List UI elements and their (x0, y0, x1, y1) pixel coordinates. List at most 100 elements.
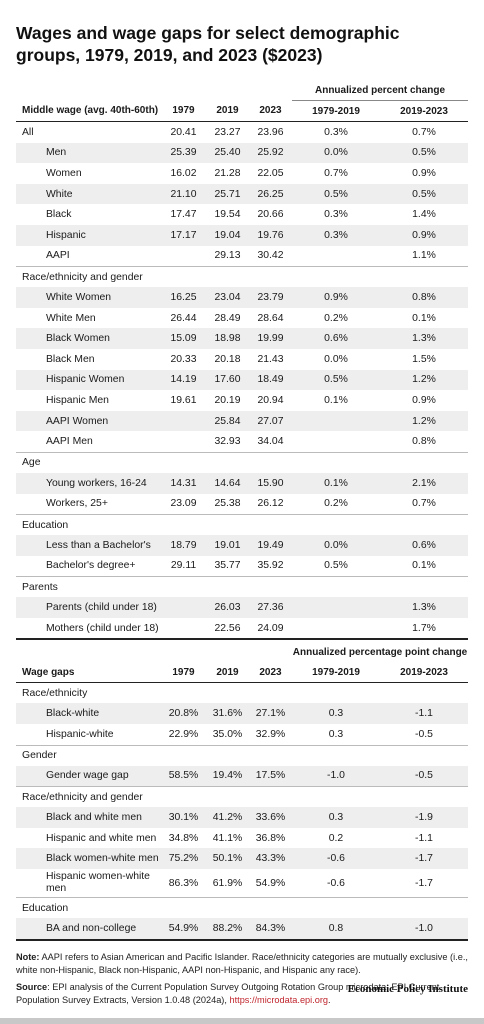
row-value: 88.2% (206, 918, 249, 941)
row-value: 23.27 (214, 126, 241, 138)
row-value (292, 410, 380, 432)
table-row: Workers, 25+ 23.09 25.38 26.12 0.2% 0.7% (16, 494, 468, 515)
row-value: 0.1% (292, 472, 380, 494)
group-header-spacer (16, 80, 161, 101)
row-value: 0.0% (292, 142, 380, 164)
row-label: Hispanic Men (46, 394, 109, 406)
row-value: 23.79 (249, 287, 292, 308)
column-header: Middle wage (avg. 40th-60th) (16, 100, 161, 122)
group-header-row: Annualized percent change (16, 80, 468, 101)
row-label: Hispanic and white men (46, 832, 157, 844)
table-row: Black Women 15.09 18.98 19.99 0.6% 1.3% (16, 328, 468, 349)
row-value: 20.8% (161, 703, 206, 725)
section-header: Race/ethnicity and gender (16, 266, 468, 288)
row-value: 35.77 (214, 560, 241, 572)
row-value: -0.6 (292, 848, 380, 870)
row-value: 0.9% (412, 167, 436, 179)
row-value: 21.28 (214, 167, 241, 179)
row-value: 0.8% (380, 287, 468, 308)
row-value: -0.6 (327, 877, 345, 889)
row-value (161, 431, 206, 452)
group-header-spacer (16, 639, 161, 662)
row-value: 0.1% (324, 394, 348, 406)
row-label: BA and non-college (16, 918, 161, 941)
table-row: Black women-white men 75.2% 50.1% 43.3% -0.6… (16, 848, 468, 870)
row-value: 0.5% (380, 183, 468, 205)
column-header: 2019 (206, 100, 249, 122)
group-header-spacer (161, 80, 292, 101)
row-value: 28.49 (214, 312, 241, 324)
table-row: AAPI Men 32.93 34.04 0.8% (16, 431, 468, 452)
column-header: 2019-2023 (380, 100, 468, 122)
column-header: 2023 (249, 100, 292, 122)
section-header-row: Gender (16, 744, 468, 766)
row-value: 41.2% (206, 807, 249, 828)
row-label: White Women (16, 287, 161, 308)
table-row: Hispanic Women 14.19 17.60 18.49 0.5% 1.2% (16, 369, 468, 391)
row-value: 54.9% (161, 918, 206, 941)
column-header-row: Middle wage (avg. 40th-60th) 1979 2019 2023… (16, 100, 468, 122)
row-value: 23.96 (257, 126, 284, 138)
source-link[interactable]: https://microdata.epi.org (229, 994, 329, 1005)
row-value: 0.7% (324, 167, 348, 179)
row-value: 17.17 (161, 224, 206, 246)
row-value: -1.7 (415, 877, 433, 889)
row-value: 0.3% (292, 224, 380, 246)
row-value: 0.9% (380, 224, 468, 246)
table-row: Bachelor's degree+ 29.11 35.77 35.92 0.5% 0.1… (16, 556, 468, 577)
row-value: 20.41 (170, 126, 197, 138)
table-row: Men 25.39 25.40 25.92 0.0% 0.5% (16, 142, 468, 164)
note: Note: AAPI refers to Asian American and … (16, 951, 468, 977)
table-row: AAPI Women 25.84 27.07 1.2% (16, 410, 468, 432)
row-value: 25.71 (206, 183, 249, 205)
row-value: 24.09 (249, 617, 292, 641)
row-value: 17.60 (206, 369, 249, 391)
row-value: -1.9 (380, 807, 468, 828)
table-row: Women 16.02 21.28 22.05 0.7% 0.9% (16, 163, 468, 184)
row-label: Black and white men (16, 807, 161, 828)
row-label: Hispanic-white (46, 728, 114, 740)
row-value: 25.84 (206, 410, 249, 432)
table-row: Hispanic Men 19.61 20.19 20.94 0.1% 0.9% (16, 390, 468, 411)
row-value: 1.1% (412, 250, 436, 262)
row-value: 22.56 (206, 617, 249, 641)
section-header: Race/ethnicity (22, 687, 88, 699)
section-header-row: Parents (16, 576, 468, 598)
column-header: 1979-2019 (292, 662, 380, 684)
row-value: 36.8% (255, 832, 286, 844)
row-value: 29.11 (170, 560, 197, 572)
table-row: Black 17.47 19.54 20.66 0.3% 1.4% (16, 204, 468, 225)
row-value: 1.7% (380, 617, 468, 641)
table-row: Hispanic women-white men 86.3% 61.9% 54.9% -… (16, 869, 468, 898)
row-value: 25.39 (161, 142, 206, 164)
row-value: 29.13 (214, 250, 241, 262)
row-value: 22.05 (257, 167, 284, 179)
page-title: Wages and wage gaps for select demograph… (16, 23, 400, 65)
row-value: 0.7% (412, 126, 436, 138)
table-row: Hispanic 17.17 19.04 19.76 0.3% 0.9% (16, 224, 468, 246)
row-value: 0.3% (324, 126, 348, 138)
row-value: 19.76 (249, 224, 292, 246)
row-value: 43.3% (249, 848, 292, 870)
table-row: AAPI 29.13 30.42 1.1% (16, 246, 468, 267)
row-label: Black Men (46, 353, 95, 365)
row-label: Hispanic women-white men (46, 871, 150, 895)
row-label: Men (16, 142, 161, 164)
table-row: Parents (child under 18) 26.03 27.36 1.3% (16, 597, 468, 618)
row-value: 0.2% (324, 498, 348, 510)
row-value: 0.3 (292, 703, 380, 725)
row-value: 14.19 (161, 369, 206, 391)
row-label: Gender wage gap (16, 765, 161, 787)
row-label: Less than a Bachelor's (16, 535, 161, 556)
row-value: 0.9% (412, 394, 436, 406)
section-header: Education (16, 897, 468, 919)
table-row: Hispanic and white men 34.8% 41.1% 36.8% 0.2… (16, 828, 468, 849)
row-value: 22.9% (168, 728, 199, 740)
table-row: All 20.41 23.27 23.96 0.3% 0.7% (16, 122, 468, 143)
row-value: 27.1% (249, 703, 292, 725)
row-value: 20.18 (214, 353, 241, 365)
section-header-row: Race/ethnicity (16, 683, 468, 704)
row-value: 0.8% (412, 436, 436, 448)
row-value: 1.3% (380, 597, 468, 618)
row-value: 25.40 (206, 142, 249, 164)
